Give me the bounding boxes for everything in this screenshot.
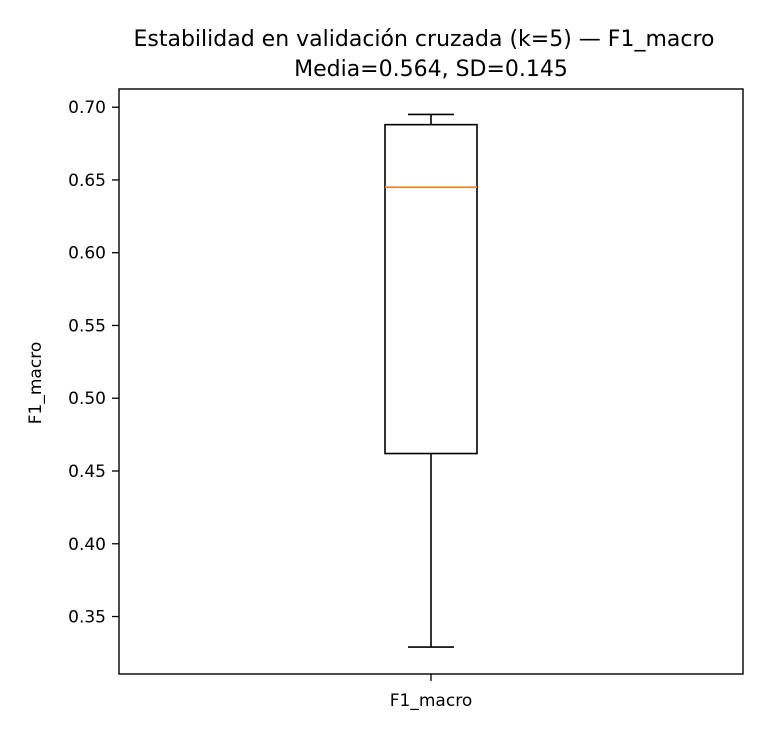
y-tick-label: 0.55 [68, 316, 106, 336]
y-tick-label: 0.60 [68, 244, 106, 264]
y-tick-label: 0.40 [68, 535, 106, 555]
y-tick-label: 0.70 [68, 98, 106, 118]
chart-title: Estabilidad en validación cruzada (k=5) … [134, 27, 715, 52]
y-axis-label: F1_macro [26, 342, 46, 424]
box-iqr [384, 123, 478, 455]
y-tick-label: 0.45 [68, 462, 106, 482]
x-tick-label: F1_macro [390, 691, 472, 711]
plot-frame [118, 88, 744, 675]
y-tick-label: 0.65 [68, 171, 106, 191]
y-tick-label: 0.35 [68, 608, 106, 628]
plot-area: 0.35 0.40 0.45 0.50 0.55 0.60 0.65 0.70 F1_macro [68, 98, 478, 711]
chart-subtitle: Media=0.564, SD=0.145 [294, 57, 568, 82]
y-tick-label: 0.50 [68, 389, 106, 409]
